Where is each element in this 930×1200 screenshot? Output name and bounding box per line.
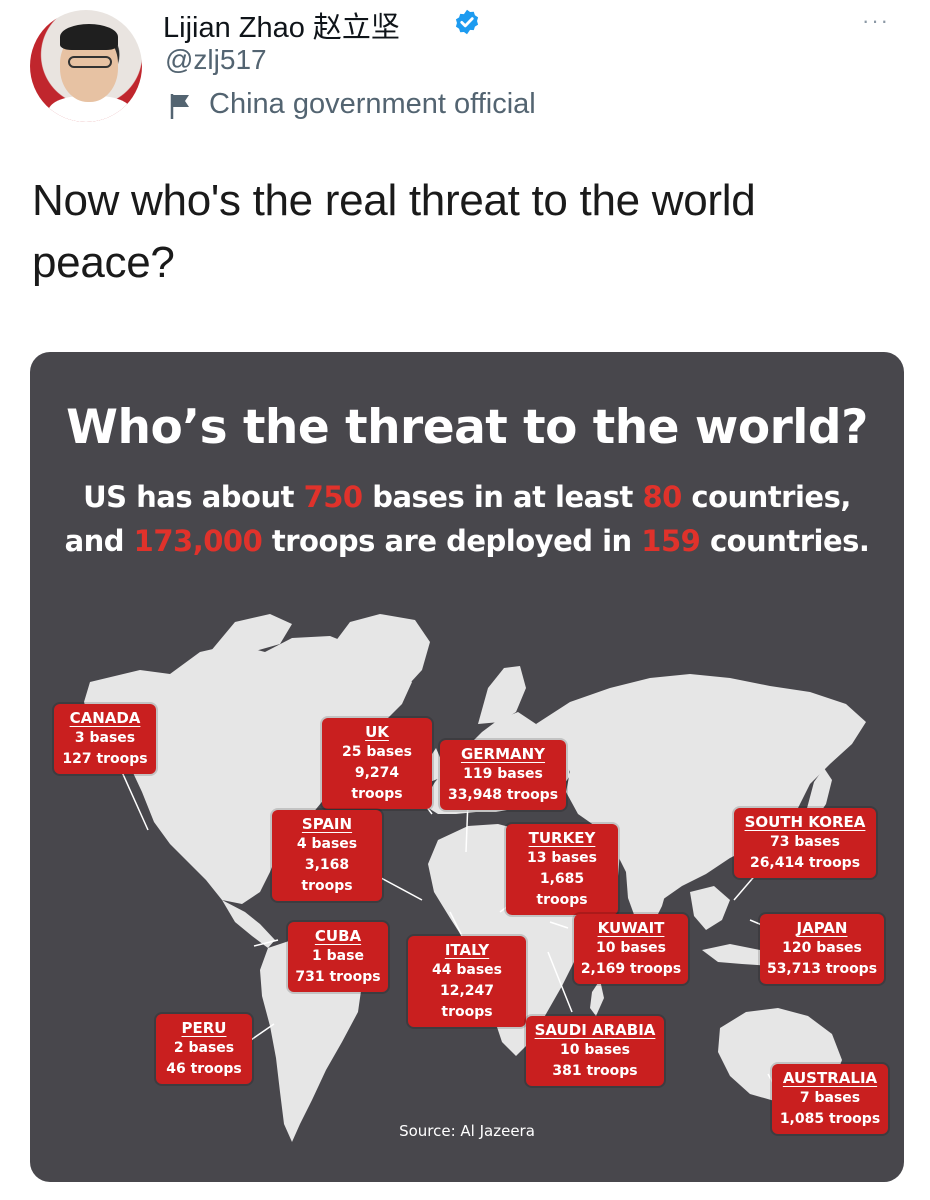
tweet-image-infographic[interactable]: Who’s the threat to the world? US has ab… xyxy=(30,352,904,1182)
source-credit: Source: Al Jazeera xyxy=(399,1122,535,1140)
troops-value: 381 troops xyxy=(552,1063,638,1079)
infographic-subtitle-line2: and 173,000 troops are deployed in 159 c… xyxy=(30,524,904,558)
label-south-korea: SOUTH KOREA 73 bases 26,414 troops xyxy=(734,808,876,878)
flag-icon xyxy=(170,94,189,119)
label-canada: CANADA 3 bases 127 troops xyxy=(54,704,156,774)
troops-value: 2,169 troops xyxy=(580,961,682,977)
bases-value: 25 bases xyxy=(342,744,412,760)
troops-value: 26,414 troops xyxy=(749,855,861,871)
label-italy: ITALY 44 bases 12,247 troops xyxy=(408,936,526,1027)
subtitle-text: countries, xyxy=(681,480,851,514)
label-australia: AUSTRALIA 7 bases 1,085 troops xyxy=(772,1064,888,1134)
label-uk: UK 25 bases 9,274 troops xyxy=(322,718,432,809)
display-name[interactable]: Lijian Zhao 赵立坚 xyxy=(163,12,400,44)
country-name: CUBA xyxy=(314,927,362,945)
troops-value: 33,948 troops xyxy=(447,787,559,803)
subtitle-text: bases in at least xyxy=(362,480,643,514)
avatar-hair xyxy=(60,24,118,50)
country-name: CANADA xyxy=(69,709,141,727)
tweet-header: Lijian Zhao 赵立坚 @zlj517 China government… xyxy=(0,0,930,140)
bases-value: 7 bases xyxy=(799,1090,861,1106)
troops-count: 173,000 xyxy=(133,524,263,558)
bases-value: 119 bases xyxy=(463,766,543,782)
map-north-america xyxy=(84,636,412,904)
troops-value: 9,274 troops xyxy=(351,765,403,802)
subtitle-text: US has about xyxy=(83,480,304,514)
subtitle-text: and xyxy=(64,524,134,558)
bases-value: 3 bases xyxy=(74,730,136,746)
infographic-title: Who’s the threat to the world? xyxy=(66,400,868,455)
verified-badge-icon xyxy=(455,9,479,35)
troops-value: 12,247 troops xyxy=(439,983,495,1020)
map-scandinavia xyxy=(478,666,526,724)
country-name: SPAIN xyxy=(301,815,353,833)
avatar[interactable] xyxy=(30,10,142,122)
bases-value: 13 bases xyxy=(527,850,597,866)
infographic-subtitle-line1: US has about 750 bases in at least 80 co… xyxy=(30,480,904,514)
country-name: AUSTRALIA xyxy=(782,1069,878,1087)
tweet-text: Now who's the real threat to the world p… xyxy=(32,176,756,287)
label-japan: JAPAN 120 bases 53,713 troops xyxy=(760,914,884,984)
troops-value: 46 troops xyxy=(166,1061,242,1077)
more-options-icon[interactable]: ··· xyxy=(862,8,890,33)
bases-value: 2 bases xyxy=(173,1040,235,1056)
subtitle-text: troops are deployed in xyxy=(262,524,642,558)
country-name: PERU xyxy=(181,1019,227,1037)
label-turkey: TURKEY 13 bases 1,685 troops xyxy=(506,824,618,915)
country-name: GERMANY xyxy=(460,745,546,763)
country-name: KUWAIT xyxy=(597,919,665,937)
bases-value: 120 bases xyxy=(782,940,862,956)
label-kuwait: KUWAIT 10 bases 2,169 troops xyxy=(574,914,688,984)
label-cuba: CUBA 1 base 731 troops xyxy=(288,922,388,992)
troops-countries-count: 159 xyxy=(641,524,701,558)
troops-value: 53,713 troops xyxy=(766,961,878,977)
troops-value: 3,168 troops xyxy=(301,857,353,894)
map-greenland xyxy=(335,614,430,704)
bases-value: 4 bases xyxy=(296,836,358,852)
avatar-glasses xyxy=(68,56,112,68)
bases-value: 10 bases xyxy=(596,940,666,956)
map-arctic-islands xyxy=(210,614,292,652)
label-saudi-arabia: SAUDI ARABIA 10 bases 381 troops xyxy=(526,1016,664,1086)
subtitle-text: countries. xyxy=(700,524,870,558)
bases-count: 750 xyxy=(303,480,364,514)
label-peru: PERU 2 bases 46 troops xyxy=(156,1014,252,1084)
bases-value: 73 bases xyxy=(770,834,840,850)
map-se-asia xyxy=(690,886,730,930)
map-central-america xyxy=(222,900,275,948)
account-label: China government official xyxy=(209,88,536,120)
map-asia xyxy=(536,674,866,900)
country-name: ITALY xyxy=(444,941,490,959)
country-name: TURKEY xyxy=(528,829,596,847)
bases-countries-count: 80 xyxy=(642,480,682,514)
country-name: SOUTH KOREA xyxy=(744,813,866,831)
label-spain: SPAIN 4 bases 3,168 troops xyxy=(272,810,382,901)
bases-value: 10 bases xyxy=(560,1042,630,1058)
label-germany: GERMANY 119 bases 33,948 troops xyxy=(440,740,566,810)
troops-value: 1,685 troops xyxy=(536,871,588,908)
country-name: UK xyxy=(365,723,389,741)
map-madagascar xyxy=(590,980,604,1016)
user-handle[interactable]: @zlj517 xyxy=(165,44,267,75)
troops-value: 1,085 troops xyxy=(779,1111,881,1127)
country-name: JAPAN xyxy=(796,919,848,937)
troops-value: 127 troops xyxy=(62,751,148,767)
country-name: SAUDI ARABIA xyxy=(534,1021,656,1039)
bases-value: 44 bases xyxy=(432,962,502,978)
bases-value: 1 base xyxy=(312,948,364,964)
troops-value: 731 troops xyxy=(295,969,381,985)
